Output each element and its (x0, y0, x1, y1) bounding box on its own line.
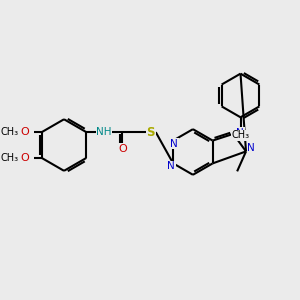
Text: N: N (170, 139, 178, 148)
Text: N: N (236, 128, 244, 138)
Text: O: O (118, 144, 127, 154)
Text: CH₃: CH₃ (231, 130, 250, 140)
Text: CH₃: CH₃ (1, 127, 19, 137)
Text: N: N (167, 161, 175, 171)
Text: N: N (247, 143, 255, 153)
Text: CH₃: CH₃ (1, 153, 19, 163)
Text: NH: NH (96, 127, 112, 137)
Text: O: O (20, 153, 29, 163)
Text: S: S (146, 126, 155, 139)
Text: O: O (20, 127, 29, 137)
